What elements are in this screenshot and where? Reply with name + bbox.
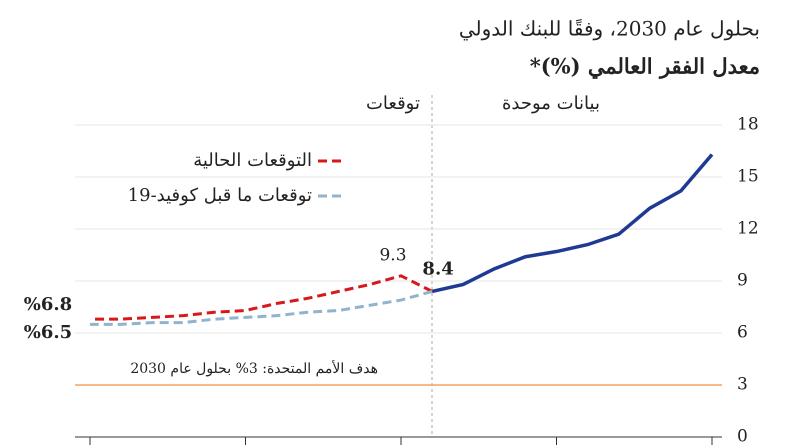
- value-label: %6.5: [24, 322, 72, 343]
- region-label: توقعات: [366, 93, 420, 114]
- region-label: بيانات موحدة: [502, 93, 600, 114]
- value-label: 8.4: [422, 258, 453, 279]
- y-tick-label: 15: [737, 167, 759, 187]
- y-tick-label: 9: [737, 271, 748, 291]
- series-line: [90, 289, 433, 326]
- chart-subtitle: بحلول عام 2030، وفقًا للبنك الدولي: [459, 17, 760, 41]
- value-label: 9.3: [379, 245, 406, 265]
- chart-title: معدل الفقر العالمي (%)*: [530, 54, 760, 80]
- value-label: %6.8: [24, 294, 72, 315]
- y-tick-label: 18: [737, 115, 759, 135]
- y-tick-label: 3: [737, 375, 748, 395]
- y-tick-label: 0: [737, 427, 748, 446]
- y-tick-label: 12: [737, 219, 759, 239]
- legend-label: توقعات ما قبل كوفيد-19: [128, 185, 312, 206]
- legend-label: التوقعات الحالية: [193, 150, 312, 171]
- series-line: [431, 153, 714, 294]
- y-tick-label: 6: [737, 323, 748, 343]
- target-label: هدف الأمم المتحدة: 3% بحلول عام 2030: [130, 359, 378, 377]
- series-line: [90, 274, 433, 321]
